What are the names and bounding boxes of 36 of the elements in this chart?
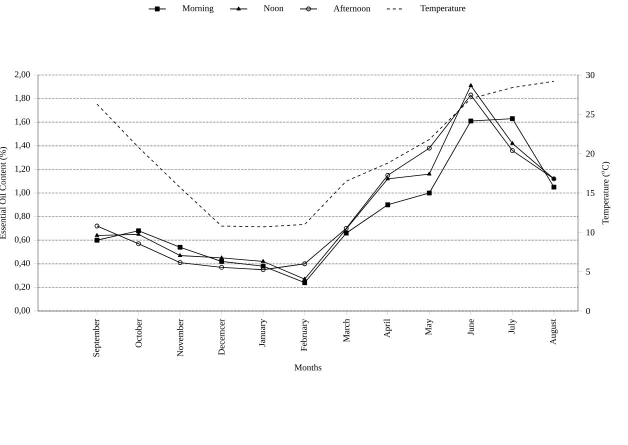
x-tick-label: February (300, 318, 309, 352)
x-tick-label: October (135, 318, 142, 348)
y2-tick-label: 30 (586, 72, 594, 78)
y-tick-label: 0,00 (14, 307, 30, 315)
x-tick-label: September (92, 318, 102, 357)
y2-tick-label: 20 (586, 150, 594, 157)
x-tick-label: April (384, 318, 392, 338)
legend-label: Noon (264, 5, 284, 12)
y2-tick-label: 0 (586, 308, 590, 314)
y-tick-label: 1,00 (15, 189, 30, 197)
x-tick-label: November (176, 318, 184, 357)
x-tick-label: May (425, 318, 434, 336)
x-tick-label: August (550, 318, 558, 345)
y2-tick-label: 10 (586, 229, 594, 236)
y-tick-label: 2,00 (14, 71, 30, 79)
x-tick-label: July (508, 318, 516, 334)
legend-label: Temperature (420, 5, 466, 14)
y-tick-label: 0,80 (14, 212, 30, 220)
y-tick-label: 1,60 (15, 118, 30, 126)
y-tick-label: 0,60 (14, 236, 30, 244)
y-tick-label: 1,40 (15, 142, 30, 150)
x-tick-label: January (259, 318, 268, 347)
y2-axis-title: Temperature ($^{o}$C) (602, 162, 610, 224)
legend-label: Morning (182, 5, 214, 14)
x-tick-label: Decemcer (218, 318, 225, 356)
y2-tick-label: 15 (586, 190, 594, 196)
x-axis-title: Months (294, 364, 322, 370)
x-tick-label: March (343, 318, 350, 342)
y-tick-label: 0,40 (14, 260, 30, 268)
y2-tick-label: 25 (586, 111, 594, 118)
y-tick-label: 0,20 (14, 284, 30, 292)
legend-label: Afternoon (334, 5, 370, 12)
y-tick-label: 1,20 (15, 166, 30, 174)
y2-tick-label: 5 (586, 268, 590, 275)
x-tick-label: June (468, 319, 474, 336)
y-tick-label: 1,80 (15, 94, 30, 102)
